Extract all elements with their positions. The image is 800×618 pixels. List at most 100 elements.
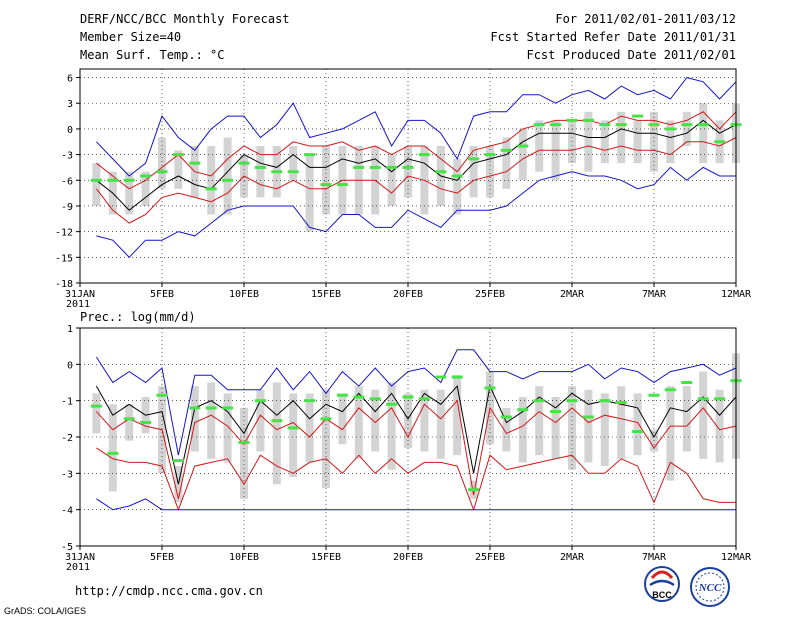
prec-median-mark <box>205 406 217 410</box>
prec-member-bar <box>240 407 248 499</box>
prec-median-mark <box>287 426 299 430</box>
bcc-logo-text: BCC <box>652 590 672 600</box>
prec-y-tick-label: -2 <box>61 433 73 444</box>
temperature-median-marks <box>90 114 742 191</box>
temp-member-bar <box>174 150 183 189</box>
temp-member-bar <box>141 171 150 206</box>
temp-upper-line <box>96 111 737 190</box>
temp-median-mark <box>615 123 627 127</box>
prec-median-mark <box>500 415 512 419</box>
temperature-gridlines <box>80 69 736 283</box>
prec-median-mark <box>697 397 709 401</box>
temp-member-bar <box>502 137 511 189</box>
temp-median-mark <box>697 123 709 127</box>
prec-median-mark <box>435 375 447 379</box>
temp-member-bar <box>666 120 675 164</box>
precipitation-median-marks <box>90 375 742 492</box>
prec-member-bar <box>354 386 363 459</box>
temp-x-tick-label: 5FEB <box>150 289 174 300</box>
prec-median-mark <box>451 375 463 379</box>
temp-median-mark <box>304 153 316 157</box>
chart-title: DERF/NCC/BCC Monthly Forecast <box>80 12 290 26</box>
prec-min-line <box>96 498 736 511</box>
prec-upper-line <box>96 399 737 499</box>
temp-member-bar <box>600 120 609 164</box>
prec-member-bar <box>518 397 527 463</box>
temp-y-tick-label: 0 <box>67 125 73 136</box>
prec-median-mark <box>238 440 250 444</box>
temp-y-tick-label: -9 <box>61 202 73 213</box>
prec-median-mark <box>599 399 611 403</box>
prec-median-mark <box>468 488 480 492</box>
temp-member-bar <box>453 158 462 215</box>
prec-y-tick-label: -4 <box>61 506 73 517</box>
temp-member-bar <box>305 154 314 232</box>
variable-label: Mean Surf. Temp.: °C <box>80 48 225 62</box>
temp-y-tick-label: -12 <box>55 228 73 239</box>
prec-median-mark <box>156 393 168 397</box>
prec-y-tick-label: 1 <box>67 324 73 335</box>
temp-median-mark <box>287 170 299 174</box>
prec-median-mark <box>140 420 152 424</box>
prec-member-bar <box>666 386 675 481</box>
temp-lower-line <box>96 137 737 224</box>
temp-median-mark <box>566 118 578 122</box>
temp-member-bar <box>92 163 101 206</box>
prec-member-bar <box>453 375 462 456</box>
temperature-y-axis: 6 3 0 -3 -6 -9 -12 -15 -18 <box>55 74 80 290</box>
prec-member-bar <box>617 386 626 459</box>
prec-x-tick-label: 5FEB <box>150 552 174 563</box>
temp-median-mark <box>582 118 594 122</box>
prec-member-bar <box>682 386 691 452</box>
temp-median-mark <box>172 153 184 157</box>
prec-y-tick-label: -5 <box>61 542 73 553</box>
temp-y-tick-label: -15 <box>55 253 73 264</box>
prec-median-mark <box>369 397 381 401</box>
prec-median-mark <box>615 400 627 404</box>
temp-member-bar <box>518 128 527 181</box>
temp-min-line <box>96 166 736 259</box>
prec-median-mark <box>402 395 414 399</box>
prec-x-tick-label: 20FEB <box>393 552 423 563</box>
prec-x-tick-label: 10FEB <box>229 552 259 563</box>
temp-y-tick-label: 3 <box>67 99 73 110</box>
source-url[interactable]: http://cmdp.ncc.cma.gov.cn <box>75 584 263 598</box>
prec-x-tick-label: 7MAR <box>642 552 667 563</box>
prec-median-mark <box>484 386 496 390</box>
prec-member-bar <box>272 382 281 485</box>
prec-member-bar <box>551 397 560 459</box>
temp-member-bar <box>584 111 593 172</box>
prec-member-bar <box>108 404 117 492</box>
temp-median-mark <box>435 170 447 174</box>
prec-member-bar <box>256 389 265 452</box>
temp-median-mark <box>90 178 102 182</box>
temp-median-mark <box>238 161 250 165</box>
prec-member-bar <box>633 393 642 456</box>
prec-max-line <box>95 349 737 456</box>
temp-y-tick-label: -18 <box>55 279 73 290</box>
temp-member-bar <box>158 137 166 189</box>
forecast-produced-date: Fcst Produced Date 2011/02/01 <box>526 48 736 62</box>
prec-x-tick-label: 25FEB <box>475 552 505 563</box>
temp-member-bar <box>535 120 544 172</box>
prec-median-mark <box>386 402 398 406</box>
prec-median-mark <box>123 417 135 421</box>
prec-x-tick-year: 2011 <box>66 562 90 573</box>
temp-median-mark <box>451 174 463 178</box>
precipitation-y-axis: 1 0 -1 -2 -3 -4 -5 <box>61 324 80 553</box>
prec-member-bar <box>322 389 330 488</box>
temp-y-tick-label: -3 <box>61 151 73 162</box>
prec-member-bar <box>190 386 199 452</box>
prec-median-mark <box>632 430 644 434</box>
prec-x-tick-label: 31JAN <box>65 552 95 563</box>
temp-median-mark <box>468 157 480 161</box>
temp-median-mark <box>156 170 168 174</box>
temp-member-bar <box>404 146 412 198</box>
temp-median-mark <box>107 178 119 182</box>
ncc-logo: NCC <box>690 567 730 607</box>
temp-median-mark <box>599 123 611 127</box>
bcc-logo: BCC <box>644 566 680 602</box>
